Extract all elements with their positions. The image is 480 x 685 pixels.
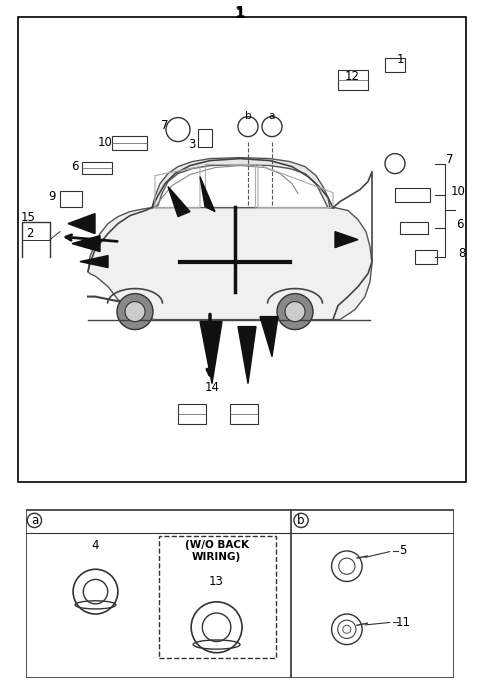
- Text: b: b: [245, 110, 252, 121]
- Polygon shape: [168, 186, 190, 216]
- Text: 7: 7: [161, 119, 169, 132]
- Text: 2: 2: [26, 227, 34, 240]
- Text: 11: 11: [396, 616, 410, 629]
- Text: 12: 12: [345, 70, 360, 83]
- Text: 1: 1: [235, 6, 245, 21]
- Bar: [400, 222, 428, 234]
- Text: 9: 9: [48, 190, 56, 203]
- Text: 6: 6: [456, 218, 464, 231]
- Text: b: b: [297, 514, 305, 527]
- Text: 4: 4: [92, 539, 99, 552]
- Text: a: a: [31, 514, 38, 527]
- Bar: [395, 188, 430, 201]
- Text: 15: 15: [21, 211, 36, 224]
- Bar: [385, 58, 405, 72]
- Bar: [178, 403, 206, 423]
- Text: 6: 6: [71, 160, 79, 173]
- Bar: [112, 136, 147, 149]
- Text: 1: 1: [396, 53, 404, 66]
- Polygon shape: [200, 321, 222, 384]
- Polygon shape: [335, 232, 358, 247]
- Circle shape: [125, 301, 145, 321]
- Bar: [230, 403, 258, 423]
- Text: 13: 13: [209, 575, 224, 588]
- Text: 3: 3: [188, 138, 196, 151]
- Bar: [198, 129, 212, 147]
- Text: 7: 7: [446, 153, 454, 166]
- Text: 14: 14: [204, 381, 219, 394]
- Bar: [415, 249, 437, 264]
- Text: 1: 1: [235, 7, 245, 20]
- Text: 10: 10: [97, 136, 112, 149]
- Polygon shape: [80, 256, 108, 268]
- Circle shape: [285, 301, 305, 321]
- Bar: [338, 70, 368, 90]
- Bar: [82, 162, 112, 173]
- Polygon shape: [260, 316, 278, 357]
- Text: (W/O BACK
WIRING): (W/O BACK WIRING): [185, 540, 249, 562]
- Text: 8: 8: [458, 247, 466, 260]
- Circle shape: [117, 294, 153, 329]
- Bar: [60, 190, 82, 207]
- Text: 5: 5: [399, 545, 407, 558]
- Polygon shape: [200, 177, 215, 212]
- Polygon shape: [152, 158, 335, 208]
- Polygon shape: [68, 214, 95, 234]
- Text: a: a: [269, 110, 275, 121]
- Polygon shape: [88, 208, 372, 320]
- Circle shape: [277, 294, 313, 329]
- Text: 10: 10: [451, 185, 466, 198]
- Polygon shape: [72, 236, 100, 251]
- Polygon shape: [238, 327, 256, 384]
